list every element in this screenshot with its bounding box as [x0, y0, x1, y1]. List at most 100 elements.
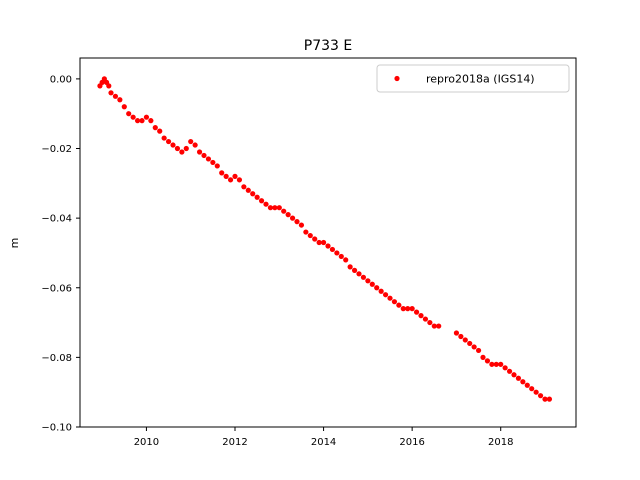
- data-point: [196, 149, 203, 155]
- data-point: [201, 152, 207, 159]
- legend-marker: [394, 75, 400, 82]
- y-tick-label: −0.02: [41, 144, 72, 155]
- y-axis: 0.00 −0.02 −0.04 −0.06 −0.08 −0.10: [41, 74, 80, 434]
- data-point: [320, 239, 327, 246]
- data-point: [276, 205, 282, 211]
- data-point: [227, 177, 234, 183]
- data-point: [117, 97, 123, 103]
- data-point: [130, 114, 136, 120]
- data-point: [112, 93, 119, 99]
- data-point: [462, 337, 468, 343]
- data-point: [139, 118, 145, 124]
- data-point: [188, 138, 194, 145]
- y-tick-label: −0.08: [41, 353, 72, 364]
- data-point: [529, 386, 535, 392]
- data-point: [493, 361, 499, 367]
- x-tick-label: 2014: [311, 437, 336, 448]
- data-point: [294, 219, 300, 225]
- data-point: [192, 142, 198, 148]
- data-point: [157, 128, 163, 134]
- data-point: [121, 104, 127, 110]
- data-point: [134, 118, 141, 124]
- data-point: [475, 347, 482, 354]
- legend: repro2018a (IGS14): [376, 64, 570, 93]
- data-point: [506, 368, 513, 374]
- x-tick-label: 2016: [399, 437, 424, 448]
- data-point: [511, 372, 517, 378]
- data-point: [480, 354, 486, 360]
- x-tick-label: 2012: [222, 437, 247, 448]
- data-point: [343, 257, 349, 263]
- data-point: [458, 333, 464, 340]
- data-point: [183, 145, 189, 152]
- data-point: [281, 208, 287, 214]
- data-point: [210, 159, 216, 166]
- data-point: [533, 389, 539, 395]
- data-point: [126, 111, 132, 117]
- data-point: [489, 361, 495, 367]
- data-point: [431, 323, 437, 329]
- data-point: [356, 271, 362, 277]
- data-point: [263, 201, 269, 207]
- data-point: [258, 198, 265, 204]
- y-tick-label: −0.10: [41, 423, 72, 434]
- data-point: [387, 295, 393, 301]
- data-point: [232, 173, 238, 179]
- data-point: [498, 361, 504, 367]
- data-point: [236, 177, 243, 183]
- data-point: [467, 340, 473, 347]
- data-point: [391, 299, 398, 305]
- data-point: [347, 264, 353, 270]
- data-point: [436, 323, 442, 329]
- legend-label: repro2018a (IGS14): [426, 73, 535, 86]
- data-point: [471, 344, 477, 350]
- data-point: [520, 379, 526, 385]
- data-point: [285, 212, 291, 218]
- data-point: [170, 142, 176, 148]
- data-point: [307, 232, 313, 239]
- data-point: [106, 83, 112, 89]
- data-point: [219, 170, 225, 176]
- data-point: [303, 229, 309, 235]
- data-point: [289, 215, 296, 221]
- data-point: [405, 306, 411, 312]
- data-point: [369, 281, 375, 287]
- data-point: [161, 135, 167, 141]
- data-points: [97, 76, 553, 402]
- data-point: [152, 125, 158, 131]
- plot-frame: [79, 57, 577, 428]
- data-point: [400, 306, 406, 312]
- data-point: [515, 375, 522, 381]
- legend-box: [376, 64, 570, 93]
- data-point: [418, 313, 424, 319]
- data-point: [214, 163, 220, 169]
- data-point: [298, 222, 305, 228]
- data-point: [453, 330, 460, 336]
- data-point: [108, 90, 114, 96]
- data-point: [422, 316, 429, 322]
- data-point: [245, 187, 251, 193]
- data-point: [241, 184, 247, 190]
- data-point: [365, 278, 371, 284]
- data-point: [165, 138, 172, 145]
- data-point: [334, 250, 340, 256]
- data-point: [546, 396, 553, 402]
- data-point: [413, 309, 420, 315]
- data-point: [502, 365, 508, 371]
- data-point: [396, 302, 402, 308]
- chart-title: P733 E: [304, 38, 352, 54]
- data-point: [148, 118, 154, 124]
- data-point: [351, 267, 358, 273]
- data-point: [374, 285, 380, 291]
- data-point: [427, 319, 433, 326]
- data-point: [360, 274, 367, 280]
- data-point: [179, 149, 185, 155]
- data-point: [537, 393, 544, 399]
- data-point: [223, 173, 229, 179]
- data-point: [250, 191, 256, 197]
- data-point: [316, 239, 322, 246]
- x-tick-label: 2010: [134, 437, 159, 448]
- data-point: [143, 114, 150, 120]
- x-axis: 2010 2012 2014 2016 2018: [134, 427, 513, 448]
